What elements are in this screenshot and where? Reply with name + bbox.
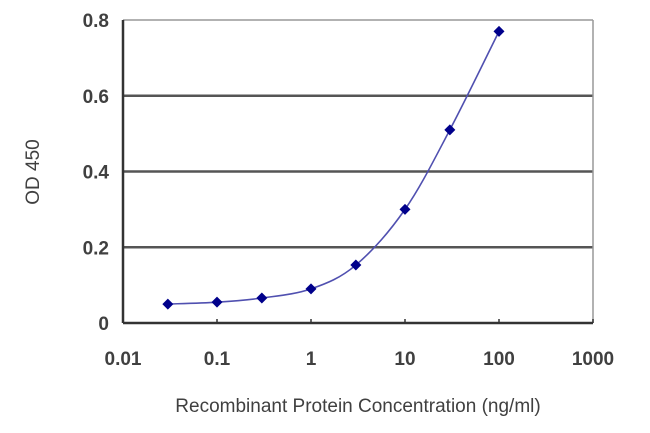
data-point-diamond-icon bbox=[350, 259, 362, 271]
y-axis-tick-labels: 0 0.2 0.4 0.6 0.8 bbox=[83, 11, 110, 335]
plot-frame bbox=[121, 19, 594, 325]
y-tick-label: 0.8 bbox=[83, 11, 109, 32]
data-point-markers bbox=[162, 25, 505, 310]
x-tick-label: 0.1 bbox=[204, 349, 231, 370]
fitted-curve bbox=[167, 31, 500, 305]
data-point-diamond-icon bbox=[211, 296, 223, 308]
y-axis-label: OD 450 bbox=[23, 139, 44, 204]
x-tick-label: 10 bbox=[394, 349, 415, 370]
y-tick-label: 0.6 bbox=[83, 87, 109, 108]
x-axis-tick-labels: 0.01 0.1 1 10 100 1000 bbox=[105, 349, 615, 370]
data-point-diamond-icon bbox=[162, 298, 174, 310]
data-point-diamond-icon bbox=[305, 283, 317, 295]
data-point-diamond-icon bbox=[399, 203, 411, 215]
x-tick-label: 100 bbox=[483, 349, 515, 370]
y-tick-label: 0 bbox=[98, 314, 109, 335]
y-tick-label: 0.4 bbox=[83, 163, 110, 184]
data-point-diamond-icon bbox=[256, 292, 268, 304]
x-tick-label: 1 bbox=[306, 349, 317, 370]
x-tick-label: 0.01 bbox=[105, 349, 142, 370]
y-tick-label: 0.2 bbox=[83, 238, 109, 259]
x-tick-label: 1000 bbox=[572, 349, 614, 370]
horizontal-gridlines bbox=[123, 94, 593, 249]
data-point-diamond-icon bbox=[493, 25, 505, 37]
data-point-diamond-icon bbox=[444, 124, 456, 136]
x-axis-label: Recombinant Protein Concentration (ng/ml… bbox=[175, 396, 540, 417]
